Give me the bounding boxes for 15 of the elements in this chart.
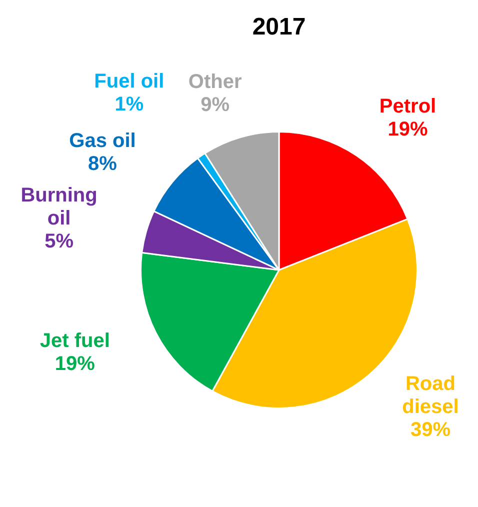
slice-label: Jet fuel — [40, 330, 110, 352]
slice-label: Petrol — [379, 95, 436, 118]
slice-label: Gas oil — [69, 130, 136, 152]
data-label: 19% — [54, 353, 96, 376]
data-label: 1% — [114, 94, 144, 116]
data-label: 19% — [388, 118, 428, 140]
slice-label: Burning oil — [20, 184, 98, 230]
slice-label: Fuel oil — [94, 70, 164, 93]
data-label: 39% — [410, 418, 451, 441]
data-label: 5% — [44, 230, 74, 252]
chart-title: 2017 — [252, 14, 306, 41]
data-label: 8% — [88, 153, 118, 176]
data-label: 9% — [200, 94, 230, 116]
slice-label: Other — [188, 71, 242, 94]
slice-label: Road diesel — [402, 372, 459, 418]
